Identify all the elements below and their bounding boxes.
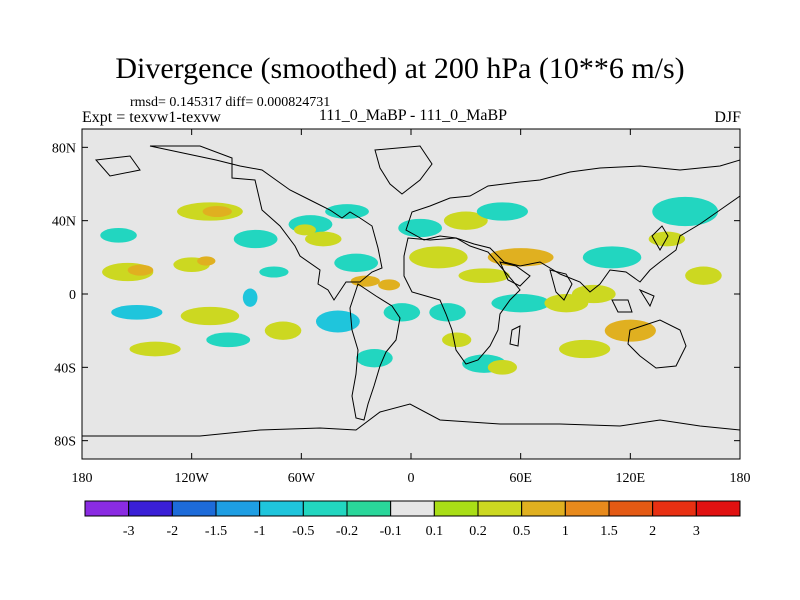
field-blob (442, 332, 472, 348)
field-blob (398, 218, 443, 238)
colorbar-label: 3 (693, 524, 700, 539)
y-tick-label: 80S (54, 435, 76, 450)
field-blob (100, 228, 137, 243)
x-tick-label: 180 (730, 471, 751, 486)
colorbar-swatch (652, 500, 697, 517)
field-blob (259, 266, 289, 278)
colorbar-swatch (390, 500, 435, 517)
field-blob (202, 206, 232, 217)
field-blob (180, 306, 240, 326)
case-label: 111_0_MaBP - 111_0_MaBP (318, 107, 508, 124)
colorbar-label: -0.5 (292, 524, 314, 539)
season-label: DJF (714, 109, 741, 126)
colorbar-swatch (433, 500, 479, 517)
colorbar-label: -1 (254, 524, 266, 539)
colorbar-swatch (564, 500, 610, 517)
experiment-label: Expt = texvw1-texvw (82, 109, 221, 126)
divergence-field (100, 196, 722, 375)
x-tick-label: 0 (408, 471, 415, 486)
x-tick-label: 120W (175, 471, 210, 486)
field-blob (559, 339, 611, 359)
colorbar-label: 1 (562, 524, 569, 539)
chart-title: Divergence (smoothed) at 200 hPa (10**6 … (115, 52, 685, 85)
field-blob (383, 303, 421, 322)
colorbar-label: -0.1 (380, 524, 402, 539)
colorbar-swatch (521, 500, 566, 517)
field-blob (356, 349, 393, 368)
colorbar-swatch (171, 500, 217, 517)
colorbar-swatch (695, 500, 741, 517)
field-blob (129, 341, 181, 357)
colorbar-swatch (128, 500, 173, 517)
colorbar-label: 0.5 (513, 524, 531, 539)
coastlines (82, 145, 740, 437)
x-tick-label: 60E (509, 471, 532, 486)
field-blob (315, 310, 360, 333)
field-blob (325, 204, 369, 219)
y-tick-label: 0 (69, 288, 76, 303)
y-tick-label: 40N (52, 215, 76, 230)
stats-label: rmsd= 0.145317 diff= 0.000824731 (130, 95, 331, 110)
field-blob (378, 279, 401, 291)
colorbar-swatch (608, 500, 654, 517)
field-blob (476, 202, 528, 221)
colorbar: -3 -2 -1.5 -1 -0.5 -0.2 -0.1 0.1 0.2 0.5 1 1.5 2 3 (84, 500, 741, 539)
colorbar-swatch (215, 500, 261, 517)
field-blob (111, 305, 163, 320)
field-blob (304, 231, 342, 247)
colorbar-swatch (477, 500, 523, 517)
colorbar-label: -0.2 (336, 524, 358, 539)
colorbar-swatch (302, 500, 348, 517)
colorbar-label: -2 (166, 524, 178, 539)
y-tick-label: 40S (54, 361, 76, 376)
field-blob (652, 196, 719, 227)
colorbar-label: 1.5 (600, 524, 618, 539)
field-blob (648, 231, 686, 247)
axes: 180 120W 60W 0 60E 120E 180 80N 40N 0 40S 80S (52, 129, 751, 486)
field-blob (197, 256, 216, 266)
colorbar-label: 0.1 (426, 524, 444, 539)
field-blob (582, 246, 642, 269)
colorbar-swatch (84, 500, 130, 517)
colorbar-label: 0.2 (469, 524, 487, 539)
field-blob (429, 303, 466, 322)
x-tick-label: 120E (616, 471, 646, 486)
field-blob (242, 288, 258, 307)
x-tick-label: 60W (288, 471, 316, 486)
y-tick-label: 80N (52, 141, 76, 156)
colorbar-swatch (259, 500, 304, 517)
colorbar-swatch (346, 500, 392, 517)
field-blob (487, 360, 518, 375)
field-blob (233, 229, 278, 249)
field-blob (443, 211, 488, 230)
colorbar-label: -3 (123, 524, 135, 539)
field-blob (491, 294, 550, 313)
field-blob (264, 321, 302, 340)
field-blob (334, 253, 379, 272)
field-blob (206, 332, 251, 348)
field-blob (571, 284, 616, 304)
field-blob (294, 224, 316, 236)
map-background (82, 129, 740, 459)
colorbar-label: -1.5 (205, 524, 227, 539)
field-blob (458, 268, 510, 283)
field-blob (409, 246, 468, 269)
colorbar-label: 2 (649, 524, 656, 539)
x-tick-label: 180 (72, 471, 93, 486)
field-blob (685, 266, 722, 285)
field-blob (127, 264, 154, 276)
